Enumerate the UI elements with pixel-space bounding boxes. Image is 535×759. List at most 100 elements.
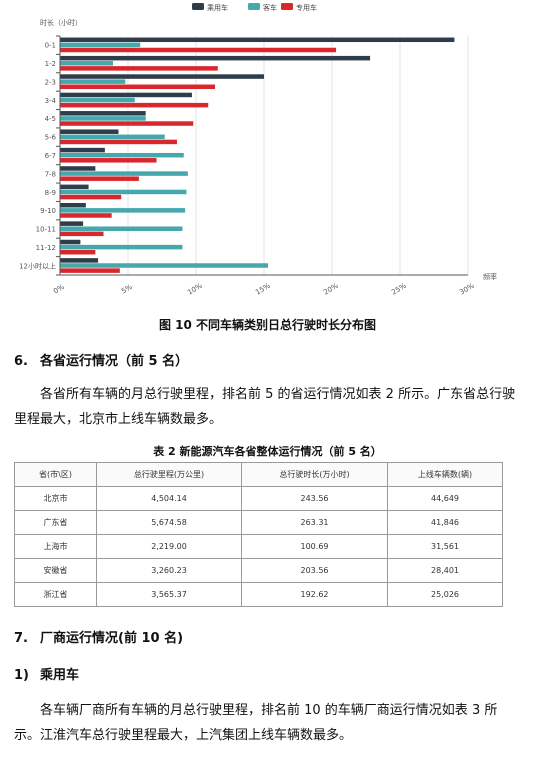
bar-passenger xyxy=(60,111,146,116)
y-tick-label: 0-1 xyxy=(45,42,56,50)
cell-vehicles: 28,401 xyxy=(387,558,503,583)
cell-duration: 263.31 xyxy=(241,510,388,535)
bar-passenger xyxy=(60,92,192,98)
x-tick-label: 20% xyxy=(322,282,340,297)
cell-mileage: 3,260.23 xyxy=(96,558,242,583)
col-header-duration: 总行驶时长(万小时) xyxy=(241,462,388,487)
legend-label: 专用车 xyxy=(296,3,317,12)
table-row: 上海市 2,219.00 100.69 31,561 xyxy=(14,534,503,559)
section-6-paragraph: 各省所有车辆的月总行驶里程，排名前 5 的省运行情况如表 2 所示。广东省总行驶… xyxy=(14,387,516,427)
bar-special xyxy=(60,47,337,53)
y-tick-label: 3-4 xyxy=(45,97,57,105)
y-tick-label: 11-12 xyxy=(36,244,56,252)
bar-passenger xyxy=(60,258,99,263)
bar-passenger xyxy=(60,129,119,134)
section-7-number: 7. xyxy=(14,631,28,646)
section-7-1-number: 1) xyxy=(14,668,29,683)
y-tick-label: 1-2 xyxy=(45,60,56,68)
x-axis-title: 频率 xyxy=(483,272,497,281)
bar-bus xyxy=(60,97,135,103)
section-7-1-title: 乘用车 xyxy=(40,668,80,683)
y-tick-label: 2-3 xyxy=(45,78,56,86)
col-header-province: 省(市\区) xyxy=(14,462,97,487)
bar-bus xyxy=(60,171,188,176)
x-tick-label: 5% xyxy=(120,283,134,296)
col-header-mileage: 总行驶里程(万公里) xyxy=(96,462,242,487)
bar-special xyxy=(60,66,218,71)
legend-label: 客车 xyxy=(263,3,277,12)
col-header-vehicles: 上线车辆数(辆) xyxy=(387,462,503,487)
cell-vehicles: 44,649 xyxy=(387,486,503,511)
bar-passenger xyxy=(60,37,455,43)
bar-special xyxy=(60,84,216,90)
cell-province: 广东省 xyxy=(14,510,97,535)
x-tick-label: 10% xyxy=(186,282,204,297)
section-7-title: 厂商运行情况(前 10 名) xyxy=(40,631,184,646)
bar-passenger xyxy=(60,221,84,226)
cell-province: 安徽省 xyxy=(14,558,97,583)
bar-bus xyxy=(60,152,184,158)
y-tick-label: 5-6 xyxy=(45,134,57,142)
cell-mileage: 4,504.14 xyxy=(96,486,242,511)
section-6-heading: 6. 各省运行情况（前 5 名） xyxy=(14,350,188,369)
table-row: 浙江省 3,565.37 192.62 25,026 xyxy=(14,582,503,607)
y-tick-label: 10-11 xyxy=(36,226,56,234)
cell-vehicles: 31,561 xyxy=(387,534,503,559)
legend-swatch xyxy=(248,3,260,10)
bar-special xyxy=(60,102,209,108)
x-tick-label: 25% xyxy=(390,282,408,297)
bar-bus xyxy=(60,116,146,121)
y-axis-title: 时长（小时） xyxy=(40,18,82,27)
section-7-paragraph: 各车辆厂商所有车辆的月总行驶里程，排名前 10 的车辆厂商运行情况如表 3 所示… xyxy=(14,703,498,743)
bar-passenger xyxy=(60,202,86,208)
section-6-title: 各省运行情况（前 5 名） xyxy=(40,354,189,369)
bar-passenger xyxy=(60,147,105,153)
table-row: 安徽省 3,260.23 203.56 28,401 xyxy=(14,558,503,583)
x-tick-label: 15% xyxy=(254,282,272,297)
bar-special xyxy=(60,249,96,255)
y-tick-label: 9-10 xyxy=(40,207,56,215)
cell-vehicles: 41,846 xyxy=(387,510,503,535)
cell-duration: 203.56 xyxy=(241,558,388,583)
y-tick-label: 8-9 xyxy=(45,189,56,197)
bar-passenger xyxy=(60,239,81,245)
cell-duration: 100.69 xyxy=(241,534,388,559)
cell-province: 上海市 xyxy=(14,534,97,559)
x-tick-label: 30% xyxy=(458,282,476,297)
figure-caption: 图 10 不同车辆类别日总行驶时长分布图 xyxy=(158,318,377,332)
cell-mileage: 5,674.58 xyxy=(96,510,242,535)
section-7-1-heading: 1) 乘用车 xyxy=(14,664,79,683)
bar-special xyxy=(60,231,104,237)
y-tick-label: 12小时以上 xyxy=(19,261,56,270)
x-tick-label: 0% xyxy=(52,283,66,296)
cell-vehicles: 25,026 xyxy=(387,582,503,607)
cell-province: 北京市 xyxy=(14,486,97,511)
y-tick-label: 7-8 xyxy=(45,170,56,178)
cell-duration: 243.56 xyxy=(241,486,388,511)
cell-mileage: 2,219.00 xyxy=(96,534,242,559)
bar-bus xyxy=(60,189,187,195)
bar-bus xyxy=(60,263,269,268)
province-table: 省(市\区) 总行驶里程(万公里) 总行驶时长(万小时) 上线车辆数(辆) 北京… xyxy=(14,462,503,607)
bar-bus xyxy=(60,134,165,140)
section-6-number: 6. xyxy=(14,354,28,369)
bar-special xyxy=(60,139,177,145)
bar-passenger xyxy=(60,184,89,190)
bar-bus xyxy=(60,79,126,84)
table-row: 广东省 5,674.58 263.31 41,846 xyxy=(14,510,503,535)
cell-mileage: 3,565.37 xyxy=(96,582,242,607)
table-2-caption: 表 2 新能源汽车各省整体运行情况（前 5 名） xyxy=(153,445,382,458)
bar-special xyxy=(60,268,120,273)
bar-special xyxy=(60,158,157,163)
section-7-heading: 7. 厂商运行情况(前 10 名) xyxy=(14,627,183,646)
bar-special xyxy=(60,176,139,181)
table-row: 北京市 4,504.14 243.56 44,649 xyxy=(14,486,503,511)
bar-special xyxy=(60,194,122,200)
legend-label: 乘用车 xyxy=(207,3,228,12)
legend-swatch xyxy=(281,3,293,10)
bar-bus xyxy=(60,208,186,213)
bar-bus xyxy=(60,42,141,48)
y-tick-label: 4-5 xyxy=(45,115,56,123)
